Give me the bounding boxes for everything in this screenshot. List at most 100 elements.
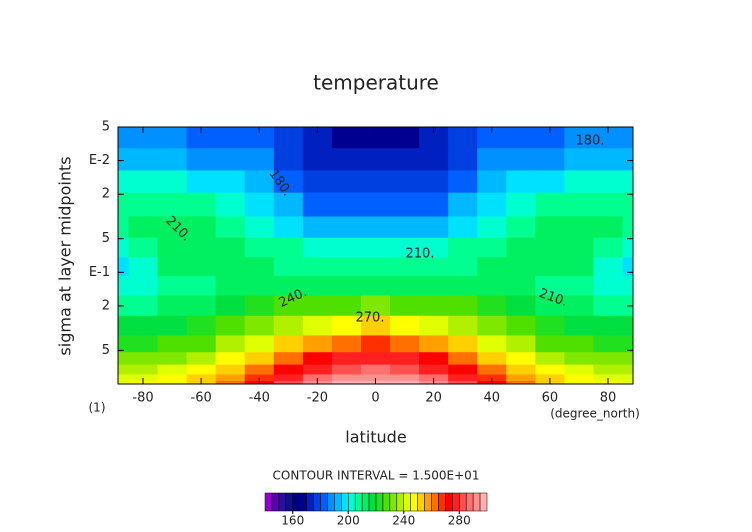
field-cell xyxy=(302,276,333,297)
field-cell xyxy=(448,352,478,366)
field-cell xyxy=(535,216,566,239)
field-cell xyxy=(419,148,449,172)
field-cell xyxy=(360,170,391,194)
field-cell xyxy=(593,276,624,297)
field-cell xyxy=(273,237,304,258)
field-cell xyxy=(506,380,536,384)
field-cell xyxy=(118,170,130,194)
field-cell xyxy=(128,192,159,218)
field-cell xyxy=(157,295,188,317)
y-tick-label: 5 xyxy=(102,231,110,246)
field-cell xyxy=(273,148,304,172)
x-tick-label: -60 xyxy=(191,391,212,406)
colorbar-swatch xyxy=(417,492,425,512)
field-cell xyxy=(390,374,420,382)
contour-label: 180. xyxy=(576,134,605,149)
field-cell xyxy=(622,352,633,366)
field-cell xyxy=(360,216,391,239)
field-cell xyxy=(622,380,633,384)
field-cell xyxy=(360,192,391,218)
field-cell xyxy=(215,276,246,297)
field-cell xyxy=(622,237,633,258)
field-cell xyxy=(622,192,633,218)
field-cell xyxy=(448,192,478,218)
field-cell xyxy=(186,127,217,149)
y-axis-label: sigma at layer midpoints xyxy=(56,156,75,355)
field-cell xyxy=(448,148,478,172)
colorbar-swatch xyxy=(431,492,439,512)
field-cell xyxy=(360,315,391,337)
field-cell xyxy=(157,276,188,297)
field-cell xyxy=(390,276,420,297)
colorbar-swatch xyxy=(403,492,411,512)
field-cell xyxy=(244,335,275,353)
field-cell xyxy=(506,352,536,366)
field-cell xyxy=(564,192,595,218)
field-cell xyxy=(302,148,333,172)
field-cell xyxy=(564,295,595,317)
field-cell xyxy=(331,237,362,258)
colorbar-swatch xyxy=(382,492,391,512)
field-cell xyxy=(215,380,246,384)
field-cell xyxy=(419,127,449,149)
field-cell xyxy=(419,170,449,194)
field-cell xyxy=(448,364,478,376)
field-cell xyxy=(118,192,130,218)
colorbar-tick-label: 280 xyxy=(448,514,471,528)
field-cell xyxy=(186,216,217,239)
field-cell xyxy=(244,295,275,317)
field-cell xyxy=(622,216,633,239)
field-cell xyxy=(128,352,159,366)
field-cell xyxy=(564,335,595,353)
field-cell xyxy=(477,148,507,172)
field-cell xyxy=(448,216,478,239)
field-cell xyxy=(186,257,217,277)
colorbar-swatch xyxy=(452,492,460,512)
field-cell xyxy=(215,237,246,258)
field-cell xyxy=(157,170,188,194)
field-cell xyxy=(535,148,566,172)
field-cell xyxy=(506,237,536,258)
field-cell xyxy=(215,216,246,239)
field-cell xyxy=(186,295,217,317)
field-cell xyxy=(360,127,391,149)
colorbar-swatch xyxy=(479,492,488,512)
colorbar-swatch xyxy=(472,492,481,512)
field-cell xyxy=(273,192,304,218)
field-cell xyxy=(448,276,478,297)
field-cell xyxy=(331,170,362,194)
colorbar-swatch xyxy=(389,492,398,512)
field-cell xyxy=(273,127,304,149)
field-cell xyxy=(128,315,159,337)
field-cell xyxy=(302,257,333,277)
field-cell xyxy=(477,335,507,353)
field-cell xyxy=(186,352,217,366)
field-cell xyxy=(477,295,507,317)
field-cell xyxy=(244,148,275,172)
field-cell xyxy=(535,295,566,317)
field-cell xyxy=(128,170,159,194)
field-cell xyxy=(448,237,478,258)
field-cell xyxy=(535,257,566,277)
field-cell xyxy=(390,170,420,194)
field-cell xyxy=(273,295,304,317)
field-cell xyxy=(331,352,362,366)
field-cell xyxy=(157,374,188,382)
colorbar-swatch xyxy=(396,492,404,512)
field-cell xyxy=(244,352,275,366)
field-cell xyxy=(535,237,566,258)
field-cell xyxy=(593,364,624,376)
field-cell xyxy=(273,216,304,239)
colorbar-swatch xyxy=(285,492,293,512)
field-cell xyxy=(128,335,159,353)
y-tick-label: 2 xyxy=(102,298,110,313)
field-cell xyxy=(128,257,159,277)
field-cell xyxy=(593,237,624,258)
field-cell xyxy=(244,127,275,149)
field-cell xyxy=(593,192,624,218)
field-cell xyxy=(157,257,188,277)
field-cell xyxy=(390,295,420,317)
x-unit: (degree_north) xyxy=(550,407,640,421)
field-cell xyxy=(506,216,536,239)
field-cell xyxy=(215,192,246,218)
